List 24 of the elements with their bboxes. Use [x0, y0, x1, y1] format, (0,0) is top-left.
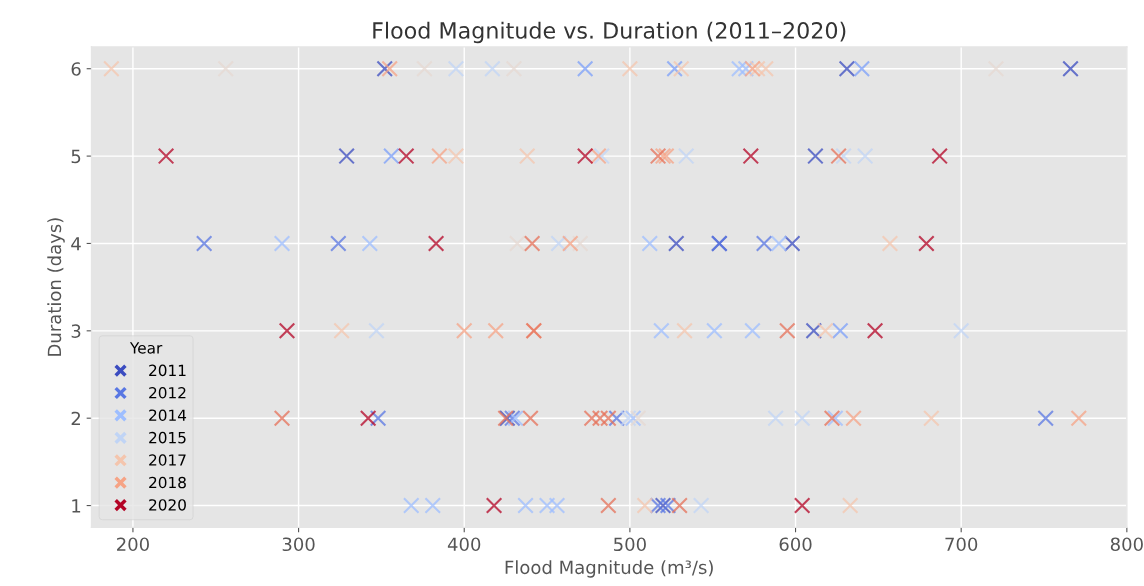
y-axis-title: Duration (days) — [47, 218, 65, 356]
y-tick-label: 3 — [71, 324, 81, 338]
legend-label: 2011 — [149, 364, 186, 377]
x-tick-label: 500 — [614, 537, 646, 552]
chart-title: Flood Magnitude vs. Duration (2011–2020) — [373, 21, 846, 44]
legend-label: 2012 — [149, 387, 186, 399]
x-tick-label: 800 — [1110, 537, 1143, 552]
x-tick-label: 700 — [945, 537, 978, 552]
y-tick-label: 5 — [71, 149, 81, 164]
y-tick-label: 1 — [72, 499, 81, 513]
legend-label: 2015 — [149, 431, 186, 444]
x-tick-label: 600 — [779, 537, 812, 552]
legend-label: 2014 — [149, 409, 187, 421]
x-tick-label: 200 — [117, 537, 149, 552]
y-tick-label: 6 — [71, 62, 81, 76]
legend-title: Year — [129, 342, 163, 354]
legend-label: 2018 — [149, 476, 186, 489]
legend-label: 2017 — [149, 454, 186, 466]
y-tick-label: 2 — [71, 411, 80, 426]
x-tick-label: 300 — [282, 537, 315, 552]
legend-label: 2020 — [149, 499, 186, 511]
y-tick-label: 4 — [71, 237, 81, 251]
x-tick-label: 400 — [447, 537, 481, 552]
x-axis-title: Flood Magnitude (m³/s) — [505, 560, 713, 578]
